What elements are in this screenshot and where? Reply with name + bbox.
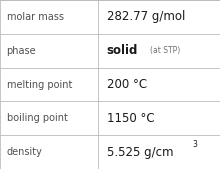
Text: 5.525 g/cm: 5.525 g/cm [107, 146, 173, 159]
Text: 3: 3 [192, 140, 197, 149]
Text: 282.77 g/mol: 282.77 g/mol [107, 10, 185, 23]
Text: 200 °C: 200 °C [107, 78, 147, 91]
Text: molar mass: molar mass [7, 12, 64, 22]
Text: 1150 °C: 1150 °C [107, 112, 154, 125]
Text: (at STP): (at STP) [150, 46, 181, 55]
Text: phase: phase [7, 46, 36, 56]
Text: solid: solid [107, 44, 138, 57]
Text: melting point: melting point [7, 79, 72, 90]
Text: boiling point: boiling point [7, 113, 68, 123]
Text: density: density [7, 147, 42, 157]
